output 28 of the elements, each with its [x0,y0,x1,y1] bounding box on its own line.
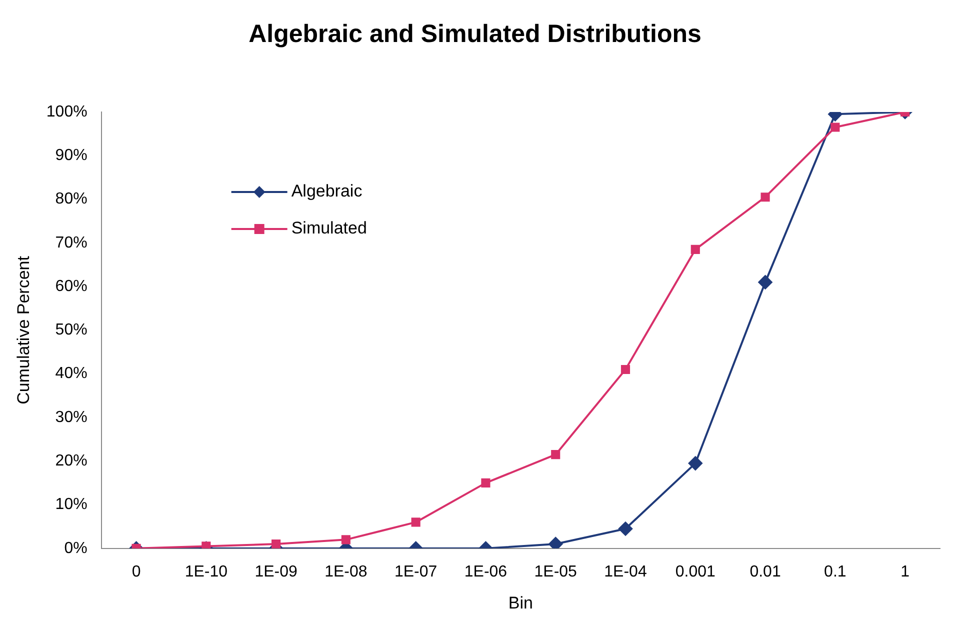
y-tick-label: 80% [55,190,88,208]
x-axis-title: Bin [508,593,533,612]
x-tick-label: 0.1 [824,563,846,580]
x-tick-label: 1E-10 [184,563,228,580]
legend-label: Algebraic [291,182,363,201]
x-tick-label: 1 [900,563,910,580]
y-tick-label: 100% [46,103,88,120]
y-tick-label: 60% [55,278,88,295]
y-tick-label: 10% [55,496,88,514]
y-tick-label: 90% [55,147,88,164]
x-tick-label: 1E-04 [604,563,647,580]
y-axis-title: Cumulative Percent [14,256,33,404]
legend-label: Simulated [291,218,367,238]
y-tick-label: 30% [55,408,88,426]
x-tick-label: 1E-08 [324,563,368,580]
x-tick-label: 0.001 [675,563,716,580]
x-tick-label: 0.01 [750,563,781,580]
y-tick-label: 50% [55,322,88,339]
chart-title: Algebraic and Simulated Distributions [248,20,702,48]
x-tick-label: 0 [132,563,141,580]
x-tick-label: 1E-09 [254,563,298,580]
x-tick-label: 1E-07 [394,563,438,580]
y-tick-label: 20% [55,452,88,470]
y-tick-label: 70% [55,234,88,252]
x-tick-label: 1E-05 [534,563,578,580]
x-tick-label: 1E-06 [464,563,508,580]
y-tick-label: 40% [55,365,88,382]
y-tick-label: 0% [64,540,88,557]
